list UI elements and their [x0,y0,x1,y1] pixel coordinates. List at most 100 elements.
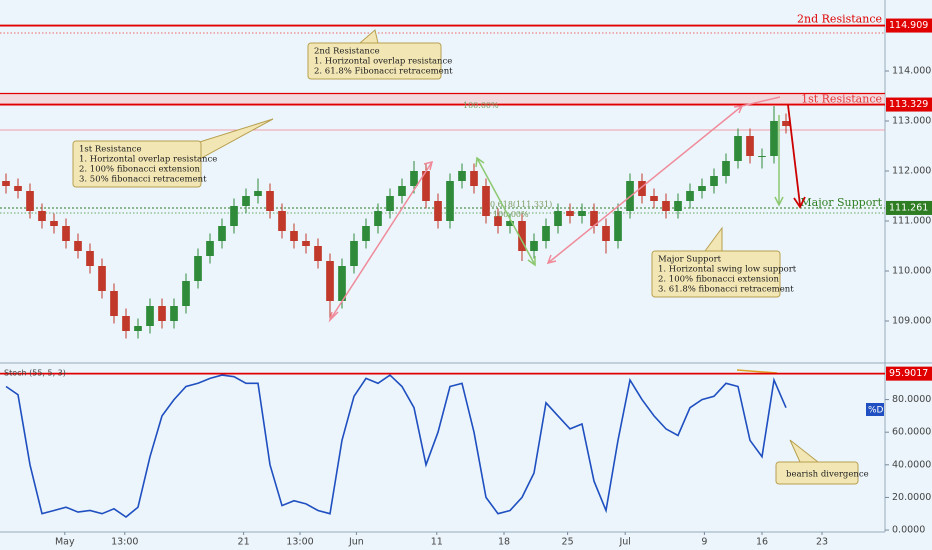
drawings [328,96,806,374]
candle-body [482,186,490,216]
x-tick-label: 18 [498,537,510,548]
x-tick-label: Jul [618,537,630,548]
callout-text: Major Support [658,255,722,265]
candle-body [266,191,274,211]
candle-body [566,211,574,216]
candle-body [398,186,406,196]
y-tick-label: 110.000 [892,266,931,277]
series-tag [866,403,884,416]
y-tick-label: 80.0000 [892,394,931,405]
candle-body [686,191,694,201]
candle-body [410,171,418,186]
candle-body [770,121,778,156]
price-tag [886,97,932,112]
candle-body [614,211,622,241]
candle-body [458,171,466,181]
fib-label: 0.618(111.331) [490,200,552,209]
candle-body [326,261,334,301]
candle-body [254,191,262,196]
fib-arrow [476,157,536,266]
candle-body [362,226,370,241]
candle-body [230,206,238,226]
candle-body [470,171,478,186]
callout-text: 1st Resistance [79,145,142,155]
candle-body [554,211,562,226]
price-tag [886,366,932,381]
x-tick-label: Jun [348,537,364,548]
x-tick-label: 16 [756,537,768,548]
candle-body [242,196,250,206]
candle-body [422,171,430,201]
candle-body [578,211,586,216]
candle-body [302,241,310,246]
callout-box [72,140,202,188]
divergence-line [736,369,778,374]
candle-body [602,226,610,241]
level-name: Major Support [800,196,882,209]
arrow-head [546,254,557,265]
y-tick-label: 40.0000 [892,459,931,470]
x-tick-label: 25 [562,537,574,548]
callout-text: 2. 100% fibonacci extension [658,275,779,285]
candle-body [542,226,550,241]
candle-body [98,266,106,291]
trend-arrow [329,161,433,321]
callout-text: 3. 61.8% fibonacci retracement [658,285,794,295]
callout-text: bearish divergence [786,470,869,480]
candle-body [134,326,142,331]
candle-body [734,136,742,161]
candle-body [758,156,766,157]
y-tick-label: 20.0000 [892,492,931,503]
candle-body [218,226,226,241]
x-tick-label: 9 [701,537,707,548]
fib-label: 100.00% [493,210,529,219]
candle-body [386,196,394,211]
y-tick-label: 60.0000 [892,427,931,438]
candle-body [26,191,34,211]
candle-body [518,221,526,251]
y-tick-label: 109.000 [892,316,931,327]
y-tick-label: 0.0000 [892,525,925,536]
projection-arrow [787,104,801,206]
arrow-head [527,256,536,267]
x-tick-label: May [55,537,75,548]
candle-body [122,316,130,331]
callout-text: 3. 50% fibonacci retracement [79,175,207,185]
candle-body [194,256,202,281]
candle-body [62,226,70,241]
stoch-line [5,374,787,518]
price-tag [886,18,932,33]
candle-body [110,291,118,316]
candle-body [290,231,298,241]
candle-body [662,201,670,211]
candle-body [530,241,538,251]
indicator-title: Stoch (55, 5, 3) [4,369,66,378]
candle-body [494,216,502,226]
candle-body [182,281,190,306]
candle-body [50,221,58,226]
candle-body [86,251,94,266]
candle-body [2,181,10,186]
stoch-pane: Stoch (55, 5, 3) [0,369,885,518]
callout-text: 1. Horizontal overlap resistance [79,155,217,165]
candle-body [698,186,706,191]
level-name: 2nd Resistance [797,13,882,26]
price-tag-label: 114.909 [889,20,928,31]
candle-body [74,241,82,251]
arrow-head [774,196,784,207]
callout-text: 1. Horizontal swing low support [658,265,797,275]
trend-arrow [547,105,743,264]
candle-body [206,241,214,256]
callout-box [651,250,781,298]
price-tag-label: 113.329 [889,99,928,110]
y-tick-label: 112.000 [892,166,931,177]
price-tag-label: 95.9017 [889,368,928,379]
candle-body [146,306,154,326]
candle-body [722,161,730,176]
candle-body [638,181,646,196]
level-name: 1st Resistance [801,93,882,106]
candle-body [338,266,346,301]
